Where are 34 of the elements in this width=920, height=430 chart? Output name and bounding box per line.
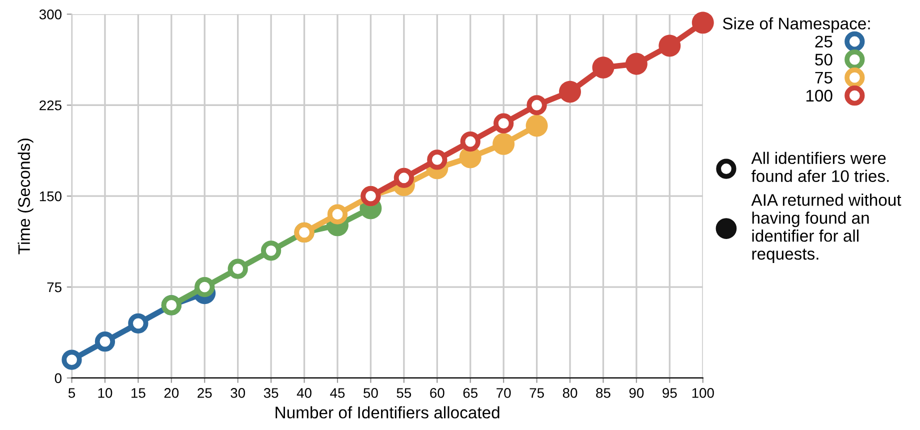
x-tick-label: 35 bbox=[264, 388, 278, 398]
x-tick-label: 100 bbox=[692, 388, 714, 398]
legend-label: 75 bbox=[815, 72, 832, 84]
y-axis-title: Time (Seconds) bbox=[18, 138, 34, 254]
x-tick-label: 85 bbox=[596, 388, 610, 398]
x-tick-label: 75 bbox=[530, 388, 544, 398]
y-tick-label: 300 bbox=[39, 10, 62, 20]
y-tick-label: 75 bbox=[47, 282, 62, 292]
x-tick-label: 55 bbox=[396, 388, 412, 398]
text: AIA returned without having found an identifier for all requests. bbox=[751, 194, 902, 264]
legend-label: 50 bbox=[815, 54, 832, 66]
x-tick-label: 50 bbox=[364, 388, 378, 398]
x-tick-label: 45 bbox=[330, 388, 345, 398]
x-tick-label: 40 bbox=[296, 388, 312, 398]
y-tick-label: 150 bbox=[40, 191, 62, 202]
y-tick-label: 225 bbox=[40, 100, 62, 110]
x-tick-label: 95 bbox=[662, 388, 677, 398]
x-tick-label: 30 bbox=[230, 388, 246, 398]
x-tick-label: 15 bbox=[132, 388, 146, 398]
x-axis-title: Number of Identifiers allocated bbox=[276, 406, 500, 418]
x-tick-label: 90 bbox=[629, 388, 644, 398]
legend-label: 100 bbox=[806, 90, 832, 102]
y-tick-label: 0 bbox=[54, 373, 62, 384]
text: All identifiers were found afer 10 tries. bbox=[751, 152, 889, 182]
legend-label: 25 bbox=[815, 36, 832, 48]
x-tick-label: 10 bbox=[98, 388, 112, 398]
x-tick-label: 70 bbox=[496, 388, 511, 398]
x-tick-label: 80 bbox=[562, 388, 578, 398]
x-tick-label: 60 bbox=[430, 388, 444, 398]
x-tick-label: 25 bbox=[198, 388, 212, 398]
legend-title: Size of Namespace: bbox=[722, 17, 870, 33]
x-tick-label: 20 bbox=[164, 388, 179, 398]
x-tick-label: 65 bbox=[463, 388, 478, 398]
x-tick-label: 5 bbox=[68, 388, 76, 398]
